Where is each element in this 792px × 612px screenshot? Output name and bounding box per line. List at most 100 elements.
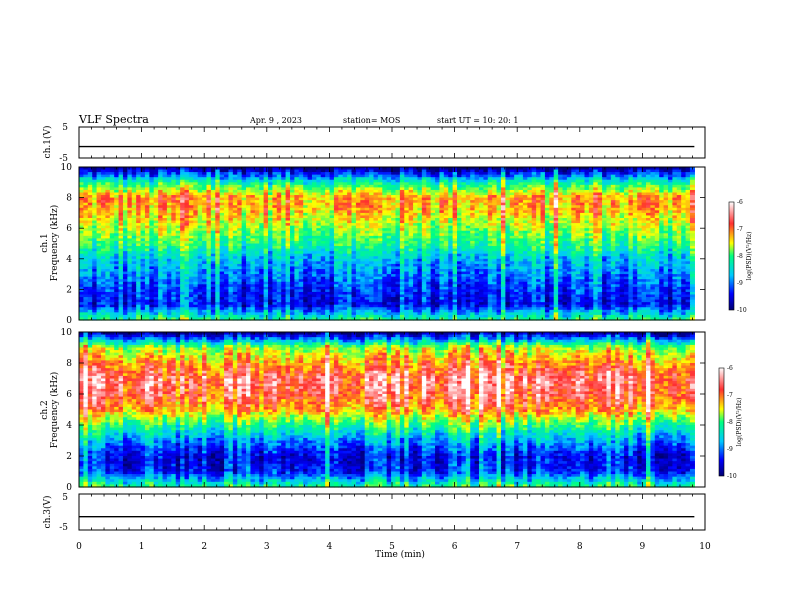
spectrogram-cell [465, 184, 471, 188]
spectrogram-cell [505, 169, 511, 173]
spectrogram-cell [593, 182, 599, 186]
spectrogram-cell [316, 174, 322, 178]
spectrogram-cell [268, 195, 273, 199]
spectrogram-cell [562, 187, 568, 191]
spectrogram-cell [184, 189, 190, 194]
spectrogram-cell [83, 169, 89, 173]
spectrogram-cell [316, 172, 322, 176]
spectrogram-cell [224, 167, 230, 171]
spectrogram-cell [131, 189, 137, 194]
spectrogram-cell [136, 169, 142, 173]
spectrogram-cell [689, 169, 695, 173]
spectrogram-cell [505, 182, 511, 186]
spectrogram-cell [351, 182, 357, 186]
spectrogram-cell [215, 177, 221, 181]
spectrogram-cell [597, 187, 603, 191]
spectrogram-cell [615, 189, 621, 194]
spectrogram-cell [175, 169, 181, 173]
spectrogram-cell [355, 179, 361, 183]
spectrogram-cell [166, 177, 172, 181]
spectrogram-cell [421, 179, 427, 183]
spectrogram-cell [166, 182, 172, 186]
spectrogram-cell [667, 172, 673, 176]
spectrogram-cell [250, 182, 256, 186]
spectrogram-cell [105, 187, 111, 191]
spectrogram-cell [272, 167, 278, 171]
spectrogram-cell [272, 182, 278, 186]
spectrogram-cell [619, 167, 625, 171]
spectrogram-cell [395, 167, 401, 171]
spectrogram-cell [333, 189, 339, 194]
spectrogram-cell [395, 179, 401, 183]
spectrogram-cell [518, 174, 524, 178]
spectrogram-cell [259, 177, 265, 181]
spectrogram-cell [672, 187, 678, 191]
spectrogram-cell [602, 179, 608, 183]
spectrogram-cell [254, 169, 260, 173]
spectrogram-cell [624, 169, 630, 173]
spectrogram-cell [610, 167, 616, 171]
spectrogram-cell [588, 179, 594, 183]
spectrogram-cell [650, 167, 656, 171]
spectrogram-cell [303, 177, 309, 181]
spectrogram-cell [285, 187, 291, 191]
spectrogram-cell [624, 179, 630, 183]
spectrogram-cell [166, 192, 172, 196]
spectrogram-cell [105, 189, 111, 194]
spectrogram-cell [369, 177, 375, 181]
spectrogram-cell [650, 189, 656, 194]
spectrogram-cell [272, 184, 278, 188]
spectrogram-cell [83, 177, 89, 181]
spectrogram-cell [184, 167, 190, 171]
spectrogram-cell [654, 187, 660, 191]
spectrogram-cell [500, 174, 506, 178]
spectrogram-cell [531, 167, 537, 171]
spectrogram-cell [114, 195, 120, 199]
spectrogram-cell [584, 192, 590, 196]
spectrogram-cell [492, 187, 498, 191]
spectrogram-cell [685, 167, 691, 171]
spectrogram-cell [610, 184, 616, 188]
spectrogram-cell [215, 187, 221, 191]
spectrogram-cell [540, 182, 546, 186]
spectrogram-cell [391, 184, 397, 188]
spectrogram-cell [492, 184, 498, 188]
spectrogram-cell [136, 189, 142, 194]
spectrogram-cell [206, 197, 212, 201]
spectrogram-cell [641, 184, 647, 188]
spectrogram-cell [250, 195, 256, 199]
spectrogram-cell [96, 182, 102, 186]
spectrogram-cell [382, 177, 388, 181]
spectrogram-cell [549, 189, 555, 194]
spectrogram-cell [624, 195, 630, 199]
spectrogram-cell [452, 174, 458, 178]
spectrogram-cell [470, 174, 476, 178]
spectrogram-cell [628, 195, 634, 199]
spectrogram-cell [373, 197, 379, 201]
spectrogram-cell [246, 184, 252, 188]
spectrogram-cell [628, 172, 634, 176]
spectrogram-cell [325, 179, 331, 183]
spectrogram-cell [606, 172, 612, 176]
spectrogram-cell [615, 184, 621, 188]
spectrogram-cell [259, 192, 265, 196]
spectrogram-cell [325, 192, 331, 196]
spectrogram-cell [281, 192, 287, 196]
spectrogram-cell [307, 182, 313, 186]
spectrogram-cell [478, 189, 484, 194]
spectrogram-cell [369, 172, 375, 176]
spectrogram-cell [408, 172, 414, 176]
spectrogram-cell [175, 177, 181, 181]
spectrogram-cell [377, 169, 383, 173]
spectrogram-cell [289, 167, 295, 171]
spectrogram-cell [571, 195, 577, 199]
spectrogram-cell [518, 177, 524, 181]
spectrogram-cell [79, 182, 84, 186]
spectrogram-cell [206, 184, 212, 188]
spectrogram-cell [149, 182, 155, 186]
spectrogram-cell [347, 172, 353, 176]
spectrogram-cell [333, 182, 339, 186]
spectrogram-cell [193, 169, 199, 173]
spectrogram-cell [597, 192, 603, 196]
spectrogram-cell [180, 195, 186, 199]
